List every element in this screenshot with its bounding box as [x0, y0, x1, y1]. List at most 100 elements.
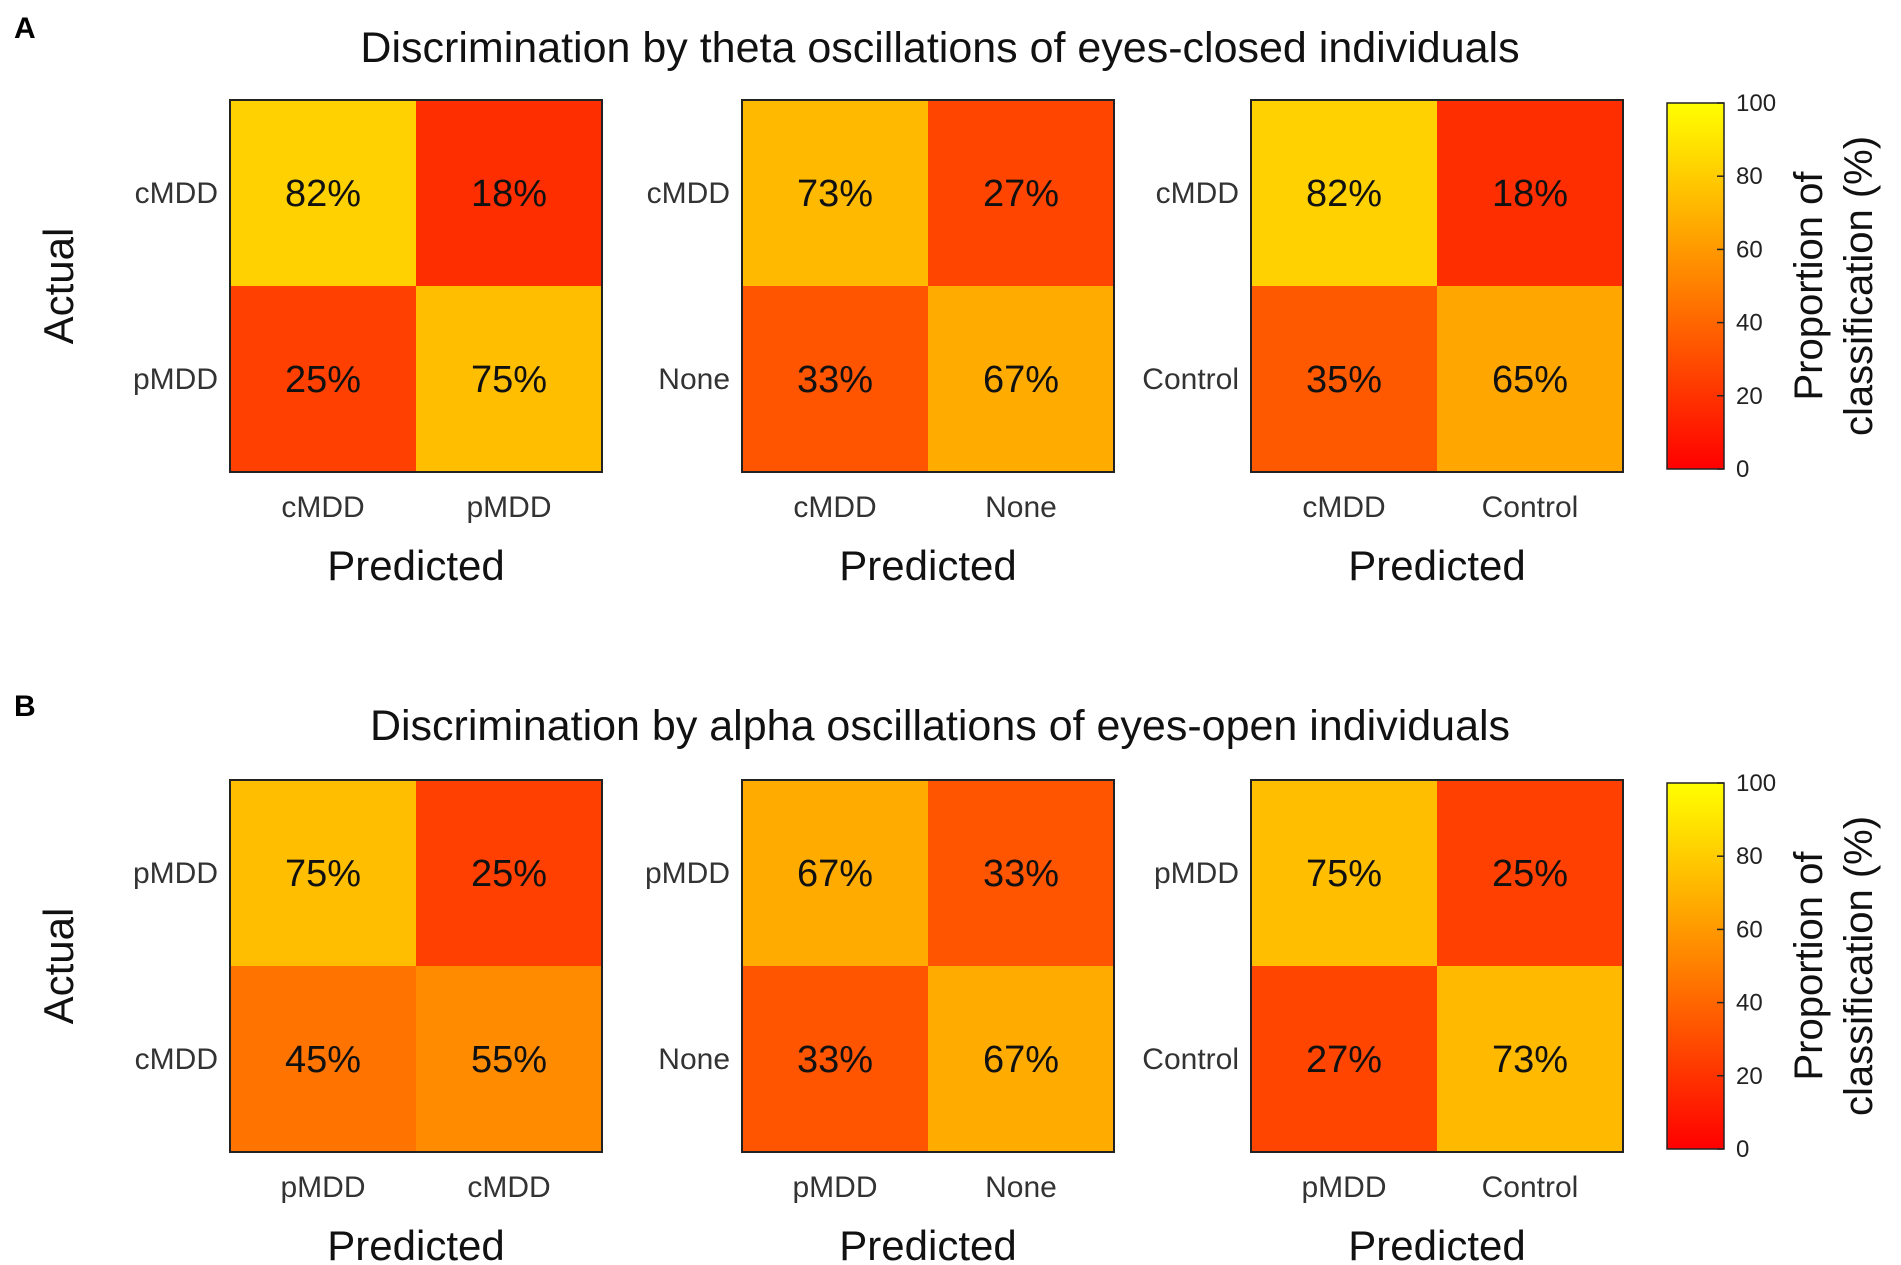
x-axis-label: Predicted [1348, 1222, 1525, 1265]
col-tick-label: None [985, 491, 1057, 524]
colorbar-tick-label: 80 [1736, 843, 1763, 870]
panel-letter: A [14, 12, 36, 45]
heatmap-cell [230, 966, 416, 1152]
cell-value-label: 75% [1306, 853, 1382, 895]
heatmap-cell [928, 100, 1114, 286]
cell-value-label: 73% [1492, 1039, 1568, 1081]
heatmap-cell [928, 286, 1114, 472]
colorbar-tick-label: 60 [1736, 236, 1763, 263]
heatmap-cell [1437, 286, 1623, 472]
cell-value-label: 27% [983, 173, 1059, 215]
heatmap-cell [1251, 780, 1437, 966]
cell-value-label: 25% [1492, 853, 1568, 895]
cell-value-label: 67% [797, 853, 873, 895]
heatmap-cell [1251, 966, 1437, 1152]
heatmap-cell [416, 780, 602, 966]
cell-value-label: 75% [471, 359, 547, 401]
cell-value-label: 27% [1306, 1039, 1382, 1081]
col-tick-label: cMDD [467, 1171, 550, 1204]
col-tick-label: pMDD [792, 1171, 877, 1204]
colorbar [1666, 782, 1725, 1150]
colorbar-label: classification (%) [1837, 136, 1881, 436]
panel-title: Discrimination by theta oscillations of … [360, 24, 1519, 72]
matrix-frame [229, 779, 603, 1153]
cell-value-label: 25% [285, 359, 361, 401]
cell-value-label: 18% [1492, 173, 1568, 215]
colorbar-tick-label: 20 [1736, 1063, 1763, 1090]
col-tick-label: pMDD [1301, 1171, 1386, 1204]
heatmap-cell [742, 966, 928, 1152]
cell-value-label: 33% [797, 359, 873, 401]
col-tick-label: cMDD [793, 491, 876, 524]
row-tick-label: cMDD [647, 177, 730, 210]
y-axis-label: Actual [35, 228, 82, 345]
heatmap-cell [928, 780, 1114, 966]
heatmap-cell [416, 286, 602, 472]
cell-value-label: 25% [471, 853, 547, 895]
colorbar-tick-label: 60 [1736, 916, 1763, 943]
heatmap-cell [230, 100, 416, 286]
row-tick-label: Control [1142, 1043, 1239, 1076]
colorbar-tick-label: 100 [1736, 90, 1776, 117]
matrix-frame [1250, 779, 1624, 1153]
heatmap-cell [928, 966, 1114, 1152]
row-tick-label: None [658, 363, 730, 396]
colorbar-label: Proportion of [1787, 171, 1831, 401]
heatmap-cell [742, 780, 928, 966]
cell-value-label: 82% [285, 173, 361, 215]
x-axis-label: Predicted [327, 542, 504, 589]
matrix-frame [229, 99, 603, 473]
col-tick-label: pMDD [280, 1171, 365, 1204]
cell-value-label: 33% [983, 853, 1059, 895]
row-tick-label: None [658, 1043, 730, 1076]
row-tick-label: cMDD [1156, 177, 1239, 210]
colorbar [1666, 102, 1725, 470]
cell-value-label: 65% [1492, 359, 1568, 401]
matrix-frame [741, 99, 1115, 473]
row-tick-label: pMDD [645, 857, 730, 890]
cell-value-label: 82% [1306, 173, 1382, 215]
y-axis-label: Actual [35, 908, 82, 1025]
heatmap-cell [416, 100, 602, 286]
row-tick-label: pMDD [1154, 857, 1239, 890]
colorbar-label: classification (%) [1837, 816, 1881, 1116]
colorbar-tick-label: 80 [1736, 163, 1763, 190]
heatmap-cell [416, 966, 602, 1152]
row-tick-label: Control [1142, 363, 1239, 396]
col-tick-label: None [985, 1171, 1057, 1204]
colorbar-tick-label: 40 [1736, 990, 1763, 1017]
panel-title: Discrimination by alpha oscillations of … [370, 702, 1510, 750]
cell-value-label: 73% [797, 173, 873, 215]
cell-value-label: 67% [983, 1039, 1059, 1081]
row-tick-label: cMDD [135, 1043, 218, 1076]
heatmap-cell [230, 780, 416, 966]
colorbar-label: Proportion of [1787, 851, 1831, 1081]
cell-value-label: 67% [983, 359, 1059, 401]
cell-value-label: 18% [471, 173, 547, 215]
colorbar-tick-label: 100 [1736, 770, 1776, 797]
panel-letter: B [14, 690, 36, 723]
cell-value-label: 75% [285, 853, 361, 895]
row-tick-label: cMDD [135, 177, 218, 210]
x-axis-label: Predicted [1348, 542, 1525, 589]
x-axis-label: Predicted [839, 542, 1016, 589]
cell-value-label: 35% [1306, 359, 1382, 401]
heatmap-cell [230, 286, 416, 472]
col-tick-label: pMDD [466, 491, 551, 524]
heatmap-cell [1437, 966, 1623, 1152]
row-tick-label: pMDD [133, 857, 218, 890]
cell-value-label: 33% [797, 1039, 873, 1081]
cell-value-label: 45% [285, 1039, 361, 1081]
heatmap-cell [742, 286, 928, 472]
col-tick-label: cMDD [281, 491, 364, 524]
col-tick-label: Control [1482, 1171, 1579, 1204]
col-tick-label: Control [1482, 491, 1579, 524]
x-axis-label: Predicted [839, 1222, 1016, 1265]
matrix-frame [741, 779, 1115, 1153]
row-tick-label: pMDD [133, 363, 218, 396]
colorbar-tick-label: 20 [1736, 383, 1763, 410]
x-axis-label: Predicted [327, 1222, 504, 1265]
heatmap-cell [1437, 100, 1623, 286]
matrix-frame [1250, 99, 1624, 473]
